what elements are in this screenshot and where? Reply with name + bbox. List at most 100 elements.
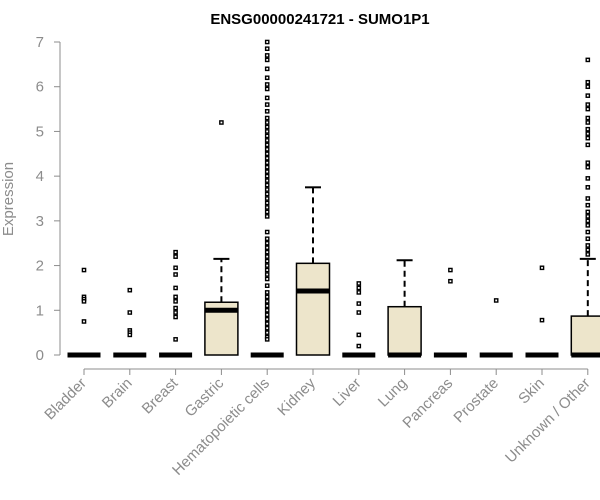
outlier-point	[356, 301, 362, 306]
outlier-point	[585, 243, 591, 248]
outlier-point	[81, 319, 87, 324]
outlier-point	[173, 337, 178, 342]
y-axis: 0 1 2 3 4 5 6 7	[36, 34, 61, 364]
outlier-point	[264, 182, 270, 188]
outlier-point	[264, 147, 270, 152]
y-tick-label: 5	[36, 123, 44, 140]
outlier-point	[173, 310, 178, 315]
outlier-point	[448, 278, 453, 284]
box-group	[159, 249, 193, 358]
outlier-point	[356, 290, 362, 295]
outlier-point	[585, 84, 591, 90]
outlier-point	[356, 310, 362, 315]
outlier-point	[356, 332, 362, 338]
outlier-point	[585, 247, 591, 253]
outlier-point	[264, 66, 270, 72]
outlier-point	[264, 82, 270, 87]
outlier-point	[264, 178, 270, 183]
x-tick-label: Liver	[330, 375, 365, 410]
outlier-point	[585, 214, 591, 219]
box-group	[67, 267, 101, 358]
outlier-point	[585, 120, 591, 125]
outlier-point	[264, 109, 270, 114]
outlier-point	[264, 115, 270, 121]
outlier-point	[264, 187, 270, 192]
outlier-point	[585, 229, 591, 235]
outlier-point	[173, 272, 178, 277]
box-group	[250, 39, 284, 358]
outlier-point	[264, 53, 270, 58]
outlier-point	[264, 169, 270, 174]
outlier-point	[127, 332, 133, 338]
x-tick-label: Kidney	[274, 374, 319, 419]
outlier-point	[127, 310, 133, 315]
outlier-point	[264, 254, 270, 259]
outlier-point	[585, 252, 591, 257]
y-tick-label: 1	[36, 302, 44, 319]
y-axis-label: Expression	[0, 162, 17, 236]
outlier-point	[173, 285, 178, 291]
box-group	[387, 259, 422, 358]
outlier-point	[264, 312, 270, 318]
x-tick-label: Brain	[99, 375, 136, 412]
outlier-point	[264, 209, 270, 215]
y-tick-label: 6	[36, 79, 44, 96]
outlier-point	[585, 202, 591, 208]
outlier-point	[264, 303, 270, 309]
outlier-point	[264, 46, 270, 52]
outlier-point	[264, 236, 270, 242]
box-group	[113, 287, 147, 358]
outlier-point	[264, 321, 270, 327]
outlier-point	[585, 93, 591, 98]
outlier-point	[585, 218, 591, 224]
outlier-point	[264, 249, 270, 255]
outlier-point	[585, 160, 591, 166]
outlier-point	[585, 115, 591, 121]
outlier-point	[264, 263, 270, 268]
y-tick-label: 4	[36, 168, 44, 185]
outlier-point	[264, 155, 270, 161]
y-tick-label: 0	[36, 347, 44, 364]
outlier-point	[264, 337, 270, 342]
outlier-point	[264, 39, 270, 45]
outlier-point	[356, 281, 362, 286]
outlier-point	[539, 265, 545, 271]
y-tick-label: 3	[36, 213, 44, 230]
outlier-point	[173, 299, 178, 304]
outlier-point	[264, 129, 270, 134]
outlier-point	[264, 164, 270, 170]
box-iqr	[295, 262, 331, 356]
box-group	[570, 57, 600, 358]
outlier-point	[585, 209, 591, 215]
outlier-point	[173, 265, 178, 271]
outlier-point	[264, 75, 270, 81]
box-group	[204, 120, 239, 356]
outlier-point	[264, 173, 270, 179]
x-tick-label: Unknown / Other	[502, 375, 594, 467]
outlier-point	[264, 283, 270, 288]
y-tick-label: 7	[36, 34, 44, 51]
outlier-point	[264, 86, 270, 92]
outlier-point	[264, 191, 270, 197]
x-tick-label: Lung	[375, 375, 411, 411]
outlier-point	[585, 185, 591, 190]
outlier-point	[264, 133, 270, 139]
outlier-point	[264, 290, 270, 295]
outlier-point	[264, 316, 270, 322]
outlier-point	[264, 124, 270, 130]
box-iqr	[570, 315, 600, 356]
box-group	[295, 186, 331, 356]
outlier-point	[264, 294, 270, 300]
outlier-point	[264, 307, 270, 313]
outlier-point	[585, 196, 591, 201]
outlier-point	[585, 135, 591, 141]
outlier-point	[264, 151, 270, 157]
outlier-point	[173, 305, 178, 311]
outlier-point	[173, 249, 178, 255]
outlier-point	[264, 196, 270, 201]
outlier-point	[264, 102, 270, 107]
outlier-point	[539, 317, 545, 323]
